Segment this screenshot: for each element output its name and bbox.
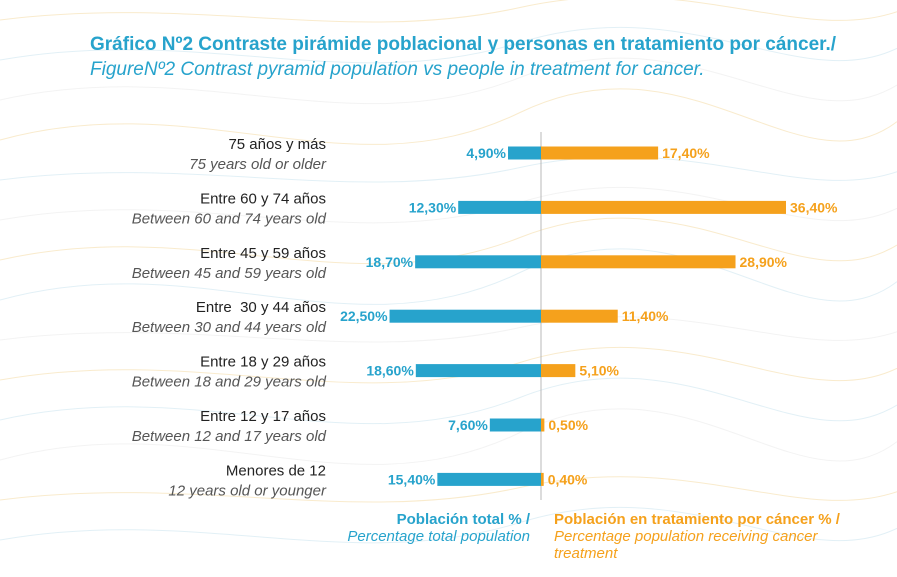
bar-cancer-treatment	[541, 255, 736, 269]
category-label-english: Between 45 and 59 years old	[132, 265, 327, 282]
bar-cancer-treatment	[541, 200, 786, 214]
background-wave-line	[0, 57, 897, 105]
data-label-total-population: 12,30%	[409, 199, 457, 215]
data-label-cancer-treatment: 5,10%	[579, 363, 619, 379]
category-label-english: 12 years old or younger	[168, 482, 327, 499]
background-wave-line	[0, 316, 897, 343]
bar-cancer-treatment	[541, 364, 576, 378]
bar-total-population	[489, 418, 541, 432]
bar-total-population	[415, 255, 541, 269]
data-label-cancer-treatment: 0,50%	[548, 417, 588, 433]
bar-cancer-treatment	[541, 146, 659, 160]
chart-title-spanish: Gráfico Nº2 Contraste pirámide poblacion…	[90, 34, 837, 55]
data-label-cancer-treatment: 28,90%	[740, 254, 788, 270]
background-wave-line	[0, 156, 897, 183]
data-label-total-population: 18,60%	[366, 363, 414, 379]
legend-left: Población total % / Percentage total pop…	[330, 511, 530, 545]
bar-cancer-treatment	[541, 309, 618, 323]
category-label: Entre 30 y 44 años	[196, 299, 326, 316]
category-label-english: Between 30 and 44 years old	[132, 319, 327, 336]
bar-total-population	[415, 364, 541, 378]
chart-title: Gráfico Nº2 Contraste pirámide poblacion…	[90, 32, 860, 82]
legend-left-italic: Percentage total population	[347, 528, 530, 545]
background-wave-line	[0, 88, 897, 145]
legend-right-italic: Percentage population receiving cancer t…	[554, 528, 818, 562]
background-wave-line	[0, 476, 897, 503]
data-label-total-population: 22,50%	[340, 308, 388, 324]
category-label-english: Between 60 and 74 years old	[132, 210, 327, 227]
data-label-cancer-treatment: 11,40%	[622, 308, 669, 324]
data-label-total-population: 18,70%	[366, 254, 414, 270]
data-label-cancer-treatment: 0,40%	[548, 471, 588, 487]
background-wave-line	[0, 217, 897, 265]
background-wave-line	[0, 507, 897, 544]
category-label: Entre 18 y 29 años	[200, 354, 326, 371]
category-label: Menores de 12	[226, 462, 326, 479]
background-wave-line	[0, 27, 897, 64]
category-label-english: 75 years old or older	[189, 156, 327, 173]
data-label-cancer-treatment: 36,40%	[790, 199, 838, 215]
bar-total-population	[458, 200, 541, 214]
background-wave-line	[0, 0, 897, 23]
category-label: Entre 60 y 74 años	[200, 190, 326, 207]
legend-right: Población en tratamiento por cáncer % / …	[554, 511, 854, 562]
bar-cancer-treatment	[541, 418, 545, 432]
legend-left-bold: Población total % /	[396, 511, 530, 528]
data-label-cancer-treatment: 17,40%	[662, 145, 710, 161]
bar-cancer-treatment	[541, 472, 544, 486]
background-wave-line	[0, 377, 897, 425]
category-label: 75 años y más	[228, 136, 326, 153]
data-label-total-population: 4,90%	[466, 145, 506, 161]
background-wave-line	[0, 408, 897, 465]
bar-total-population	[437, 472, 541, 486]
legend-right-bold: Población en tratamiento por cáncer % /	[554, 511, 840, 528]
chart-title-english: FigureNº2 Contrast pyramid population vs…	[90, 59, 705, 80]
bar-total-population	[389, 309, 541, 323]
category-label: Entre 45 y 59 años	[200, 245, 326, 262]
data-label-total-population: 15,40%	[388, 471, 436, 487]
category-label-english: Between 12 and 17 years old	[132, 428, 327, 445]
category-label: Entre 12 y 17 años	[200, 408, 326, 425]
background-wave-line	[0, 248, 897, 305]
data-label-total-population: 7,60%	[448, 417, 488, 433]
category-label-english: Between 18 and 29 years old	[132, 374, 327, 391]
bar-total-population	[508, 146, 541, 160]
